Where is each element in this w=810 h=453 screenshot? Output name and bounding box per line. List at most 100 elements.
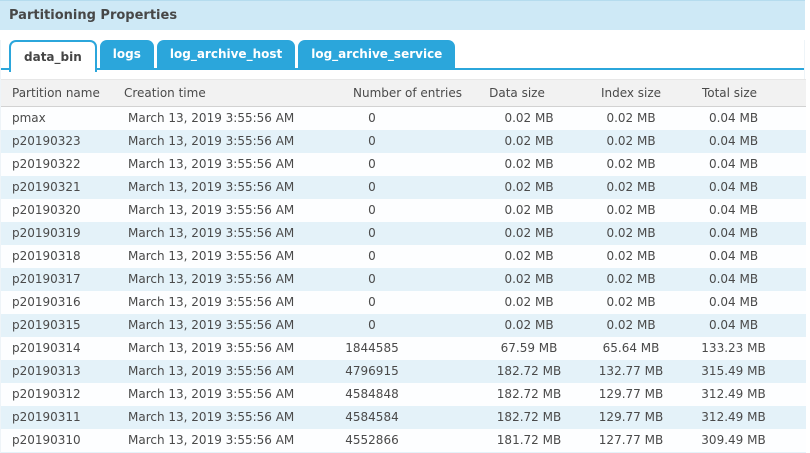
total-size-cell: 0.04 MB [708,272,759,286]
table-row: p20190321 March 13, 2019 3:55:56 AM 0 0.02 … [1,175,806,199]
index-size-cell: 0.02 MB [606,180,656,194]
tab-data-bin[interactable]: data_bin [9,40,97,72]
table-row: p20190319 March 13, 2019 3:55:56 AM 0 0.02 … [1,221,806,245]
creation-time-cell: March 13, 2019 3:55:56 AM [128,157,295,171]
partition-name-cell: p20190312 [12,387,81,401]
number-of-entries-cell: 4796915 [345,364,399,378]
total-size-cell: 0.04 MB [708,157,759,171]
partition-name-cell: p20190322 [12,157,81,171]
creation-time-cell: March 13, 2019 3:55:56 AM [128,295,295,309]
total-size-cell: 309.49 MB [701,433,766,447]
number-of-entries-cell: 1844585 [345,341,399,355]
table-row: p20190318 March 13, 2019 3:55:56 AM 0 0.02 … [1,244,806,268]
number-of-entries-cell: 0 [368,203,376,217]
table-row: p20190316 March 13, 2019 3:55:56 AM 0 0.02 … [1,290,806,314]
tab-strip-underline [1,68,804,70]
partitions-table: Partition name Creation time Number of ent… [1,79,806,452]
number-of-entries-cell: 0 [368,180,376,194]
data-size-cell: 0.02 MB [504,111,554,126]
number-of-entries-cell: 0 [368,295,376,309]
index-size-cell: 0.02 MB [606,134,656,148]
data-size-cell: 0.02 MB [504,249,554,263]
data-size-cell: 182.72 MB [496,364,562,378]
index-size-cell: 0.02 MB [606,157,656,171]
data-size-cell: 0.02 MB [504,157,554,171]
tab-log-archive-host[interactable]: log_archive_host [156,40,296,68]
creation-time-cell: March 13, 2019 3:55:56 AM [128,203,295,217]
tab-bar: data_bin logs log_archive_host log_archive_… [1,40,804,72]
table-row: p20190315 March 13, 2019 3:55:56 AM 0 0.02 … [1,313,806,337]
number-of-entries-cell: 4552866 [345,433,399,447]
partition-name-cell: p20190310 [12,433,81,447]
total-size-cell: 0.04 MB [708,134,759,148]
partial-next-row [1,451,806,453]
index-size-cell: 0.02 MB [606,272,656,286]
number-of-entries-cell: 0 [368,318,376,332]
index-size-cell: 0.02 MB [606,295,656,309]
total-size-cell: 0.04 MB [708,203,759,217]
creation-time-cell: March 13, 2019 3:55:56 AM [128,249,295,263]
data-size-cell: 0.02 MB [504,203,554,217]
creation-time-cell: March 13, 2019 3:55:56 AM [128,272,295,286]
column-header-index-size: Index size [600,86,662,100]
tab-log-archive-service[interactable]: log_archive_service [298,40,456,68]
partition-name-cell: p20190321 [12,180,81,194]
number-of-entries-cell: 4584848 [345,387,399,401]
total-size-cell: 0.04 MB [708,226,759,240]
total-size-cell: 0.04 MB [708,180,759,194]
data-size-cell: 0.02 MB [504,180,554,194]
index-size-cell: 129.77 MB [598,387,664,401]
column-header-total-size: Total size [701,86,758,100]
data-size-cell: 182.72 MB [496,387,562,401]
creation-time-cell: March 13, 2019 3:55:56 AM [128,433,295,447]
number-of-entries-cell: 0 [368,226,376,240]
creation-time-cell: March 13, 2019 3:55:56 AM [128,318,295,332]
creation-time-cell: March 13, 2019 3:55:56 AM [128,111,295,126]
data-size-cell: 182.72 MB [496,410,562,424]
partition-name-cell: p20190311 [12,410,81,424]
index-size-cell: 0.02 MB [606,318,656,332]
panel-title-bar: Partitioning Properties [0,0,805,30]
index-size-cell: 0.02 MB [606,226,656,240]
total-size-cell: 315.49 MB [701,364,766,378]
index-size-cell: 0.02 MB [606,249,656,263]
index-size-cell: 127.77 MB [598,433,664,447]
partition-name-cell: p20190313 [12,364,81,378]
index-size-cell: 0.02 MB [606,203,656,217]
data-size-cell: 0.02 MB [504,226,554,240]
table-row: p20190310 March 13, 2019 3:55:56 AM 455286… [1,428,806,452]
tab-logs[interactable]: logs [99,40,154,68]
table-header-row: Partition name Creation time Number of ent… [1,79,806,107]
partition-name-cell: p20190319 [12,226,81,240]
total-size-cell: 312.49 MB [701,410,766,424]
number-of-entries-cell: 0 [368,134,376,148]
index-size-cell: 65.64 MB [602,341,660,355]
table-row: p20190313 March 13, 2019 3:55:56 AM 479691… [1,359,806,383]
data-size-cell: 0.02 MB [504,295,554,309]
tab-area: data_bin logs log_archive_host log_archive_… [0,40,806,453]
data-size-cell: 67.59 MB [500,341,558,355]
table-row: p20190314 March 13, 2019 3:55:56 AM 184458… [1,336,806,360]
index-size-cell: 132.77 MB [598,364,664,378]
number-of-entries-cell: 0 [368,157,376,171]
creation-time-cell: March 13, 2019 3:55:56 AM [128,180,295,194]
data-size-cell: 0.02 MB [504,134,554,148]
column-header-number-of-entries: Number of entries [353,86,462,100]
data-size-cell: 0.02 MB [504,272,554,286]
creation-time-cell: March 13, 2019 3:55:56 AM [128,410,295,424]
creation-time-cell: March 13, 2019 3:55:56 AM [128,226,295,240]
partition-name-cell: p20190314 [12,341,81,355]
partition-name-cell: p20190318 [12,249,81,263]
number-of-entries-cell: 0 [368,249,376,263]
table-row: p20190322 March 13, 2019 3:55:56 AM 0 0.02 … [1,152,806,176]
column-header-creation-time: Creation time [124,86,206,100]
index-size-cell: 0.02 MB [606,111,656,126]
creation-time-cell: March 13, 2019 3:55:56 AM [128,364,295,378]
total-size-cell: 133.23 MB [701,341,766,355]
partition-name-cell: p20190317 [12,272,81,286]
creation-time-cell: March 13, 2019 3:55:56 AM [128,387,295,401]
table-row: pmax March 13, 2019 3:55:56 AM 0 0.02 MB 0.0… [1,106,806,130]
partition-name-cell: p20190316 [12,295,81,309]
partition-name-cell: pmax [12,111,46,126]
